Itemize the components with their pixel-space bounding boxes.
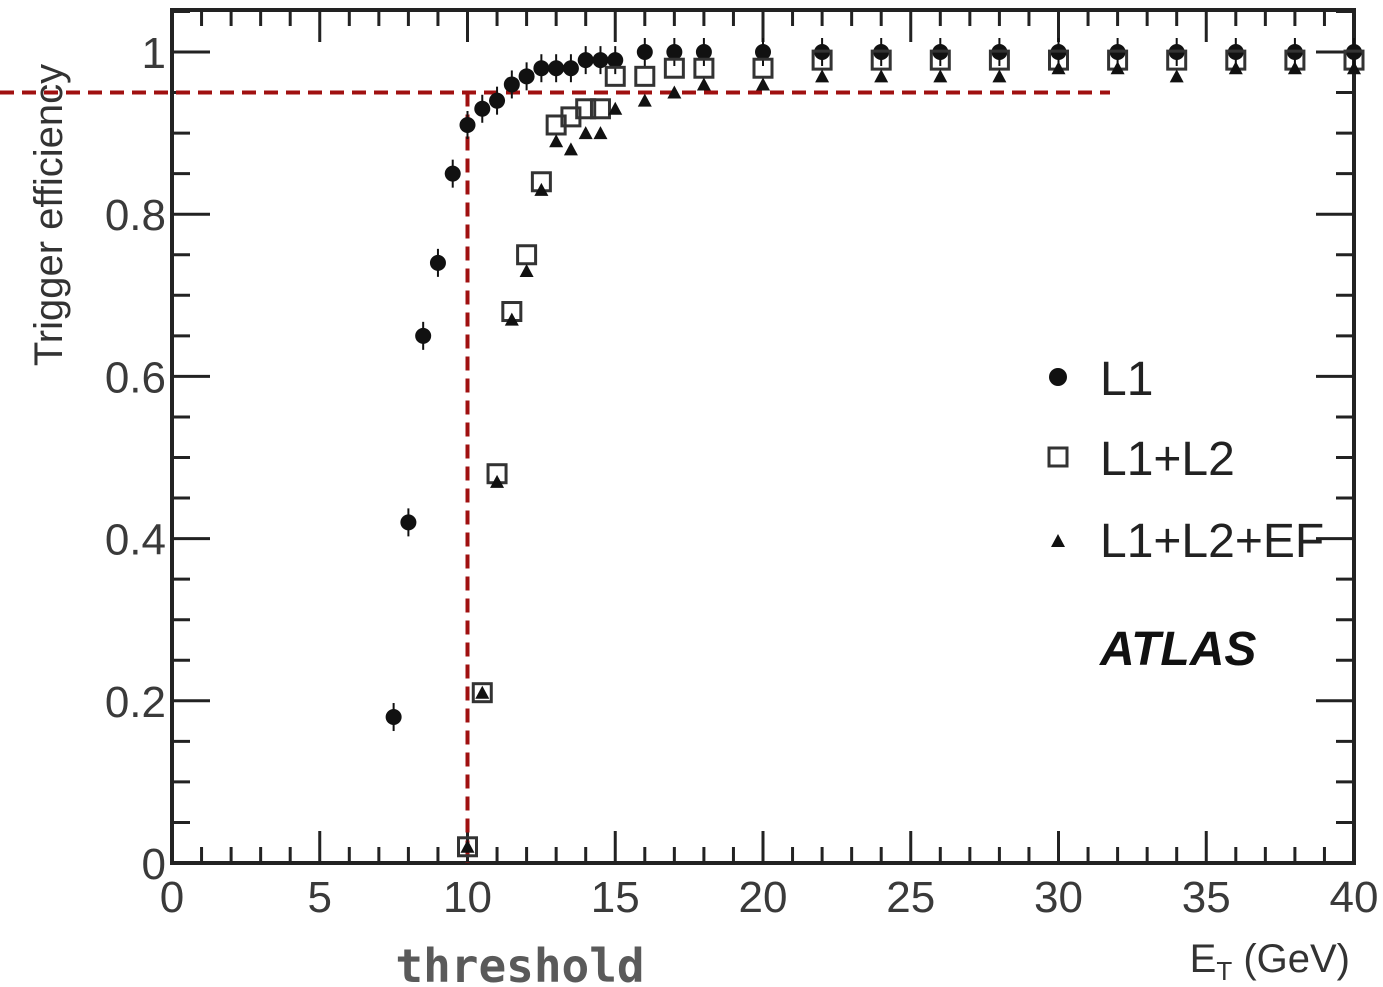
data-point-l1 <box>400 514 417 531</box>
x-tick-labels: 0 5 10 15 20 25 30 35 40 <box>160 873 1379 922</box>
data-point-l1-l2 <box>516 244 538 266</box>
data-point-l1-l2 <box>471 682 493 704</box>
threshold-label: threshold <box>395 939 644 987</box>
x-tick-label: 40 <box>1330 873 1379 922</box>
data-point-l1-l2-ef <box>696 77 711 91</box>
data-point-l1-l2-ef <box>1287 61 1302 75</box>
data-point-l1-l2-ef <box>519 263 534 277</box>
data-point-l1-l2 <box>663 57 685 79</box>
legend-marker-l1-l2 <box>1047 446 1069 468</box>
data-point-l1-l2 <box>870 49 892 71</box>
data-point-l1 <box>577 52 594 69</box>
data-point-l1-l2 <box>604 65 626 87</box>
threshold-guides <box>0 90 1110 863</box>
data-point-l1-l2-ef <box>578 126 593 140</box>
x-tick-label: 0 <box>160 873 184 922</box>
data-point-l1-l2-ef <box>992 69 1007 83</box>
data-point-l1-l2 <box>457 836 478 858</box>
x-tick-label: 30 <box>1034 873 1083 922</box>
data-point-l1-l2 <box>752 57 774 79</box>
x-tick-label: 35 <box>1182 873 1231 922</box>
y-tick-label: 1 <box>142 29 166 78</box>
x-tick-label: 20 <box>739 873 788 922</box>
legend-label-l1-l2: L1+L2 <box>1100 433 1235 486</box>
y-tick-label: 0.6 <box>105 353 166 402</box>
data-point-l1 <box>518 68 535 85</box>
data-point-l1-l2-ef <box>667 85 682 99</box>
data-point-l1-l2-ef <box>1169 69 1184 83</box>
legend-label-l1: L1 <box>1100 353 1153 406</box>
y-tick-label: 0.4 <box>105 516 166 565</box>
x-tick-label: 15 <box>591 873 640 922</box>
data-point-l1-l2 <box>1166 49 1188 71</box>
data-point-l1 <box>459 116 476 133</box>
data-point-l1 <box>562 60 579 77</box>
data-point-l1-l2-ef <box>1051 61 1066 75</box>
data-point-l1-l2 <box>693 57 715 79</box>
data-point-l1-l2-ef <box>1110 61 1125 75</box>
data-point-l1-l2-ef <box>475 685 490 699</box>
data-point-l1 <box>666 44 683 60</box>
y-axis-label: Trigger efficiency <box>27 64 71 366</box>
y-tick-label: 0.2 <box>105 678 166 727</box>
data-point-l1-l2-ef <box>593 126 608 140</box>
legend-label-l1-l2-ef: L1+L2+EF <box>1100 515 1324 568</box>
data-point-l1-l2 <box>988 49 1010 71</box>
x-axis-label: ET (GeV) <box>1190 937 1350 986</box>
data-point-l1-l2 <box>929 49 951 71</box>
data-point-l1-l2-ef <box>504 312 519 326</box>
data-point-l1-l2-ef <box>608 101 623 115</box>
data-point-l1 <box>607 52 624 69</box>
y-tick-label: 0 <box>142 840 166 889</box>
y-tick-label: 0.8 <box>105 191 166 240</box>
data-point-l1-l2 <box>634 65 656 87</box>
x-tick-label: 10 <box>443 873 492 922</box>
data-point-l1-l2-ef <box>1228 61 1243 75</box>
data-point-l1 <box>592 52 609 69</box>
data-point-l1-l2-ef <box>933 69 948 83</box>
data-points <box>385 38 1365 858</box>
x-axis-label-sub: T <box>1216 956 1232 986</box>
axis-ticks <box>170 9 1356 865</box>
data-point-l1 <box>695 44 712 60</box>
data-point-l1-l2-ef <box>1347 61 1361 75</box>
data-point-l1 <box>503 76 520 93</box>
data-point-l1-l2-ef <box>490 474 505 488</box>
atlas-label: ATLAS <box>1099 623 1256 676</box>
data-point-l1-l2 <box>575 98 597 120</box>
x-axis-label-main: E <box>1190 937 1217 981</box>
data-point-l1-l2-ef <box>563 142 578 156</box>
data-point-l1 <box>533 60 550 77</box>
x-tick-label: 5 <box>308 873 332 922</box>
data-point-l1 <box>636 44 653 60</box>
legend-marker-l1 <box>1049 368 1067 386</box>
data-point-l1-l2-ef <box>874 69 889 83</box>
x-axis-label-unit: (GeV) <box>1232 937 1350 981</box>
data-point-l1 <box>444 165 461 182</box>
legend-marker-l1-l2-ef <box>1051 534 1065 547</box>
data-point-l1-l2-ef <box>637 93 652 107</box>
data-point-l1 <box>385 709 402 726</box>
data-point-l1 <box>548 60 565 77</box>
data-point-l1 <box>474 100 491 117</box>
data-point-l1 <box>415 327 432 344</box>
data-point-l1-l2-ef <box>549 134 564 148</box>
data-point-l1 <box>755 44 771 60</box>
data-point-l1 <box>489 92 506 109</box>
y-tick-labels: 0 0.2 0.4 0.6 0.8 1 <box>105 29 166 889</box>
data-point-l1 <box>429 254 446 271</box>
data-point-l1-l2 <box>589 98 611 120</box>
legend: L1 L1+L2 L1+L2+EF <box>1047 353 1324 568</box>
data-point-l1-l2-ef <box>815 69 830 83</box>
data-point-l1-l2 <box>811 49 833 71</box>
data-point-l1-l2-ef <box>756 77 770 91</box>
x-tick-label: 25 <box>886 873 935 922</box>
data-point-l1-l2-ef <box>534 182 549 196</box>
data-point-l1-l2-ef <box>460 839 475 853</box>
